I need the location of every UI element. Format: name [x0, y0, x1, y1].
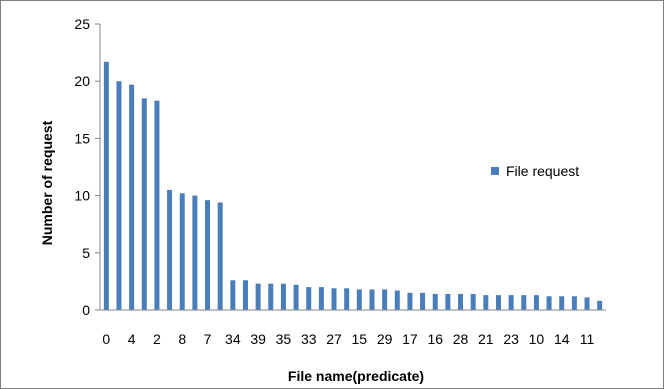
x-tick-label: 17	[402, 331, 418, 347]
bar	[293, 284, 299, 310]
y-axis-ticks: 0 5 10 15 20 25	[74, 16, 100, 318]
bar	[571, 296, 577, 310]
legend-swatch	[491, 167, 499, 175]
x-tick-label: 33	[301, 331, 317, 347]
bar	[432, 293, 438, 310]
bar	[584, 297, 590, 310]
x-tick-label: 14	[554, 331, 570, 347]
bar	[533, 295, 539, 310]
bar	[546, 296, 552, 310]
bar	[394, 290, 400, 310]
bar	[230, 280, 236, 310]
y-tick-label: 5	[82, 245, 90, 261]
x-tick-label: 21	[478, 331, 494, 347]
bar	[458, 293, 464, 310]
bar	[495, 295, 501, 310]
x-tick-label: 16	[427, 331, 443, 347]
bar	[167, 189, 173, 310]
bar	[369, 289, 375, 310]
x-tick-label: 2	[153, 331, 161, 347]
bar-series	[103, 61, 603, 311]
bar	[268, 283, 274, 310]
bar	[217, 202, 223, 310]
bar	[597, 300, 603, 310]
bar	[445, 293, 451, 310]
x-axis-title: File name(predicate)	[288, 368, 424, 384]
bar	[420, 292, 426, 310]
x-tick-label: 8	[178, 331, 186, 347]
x-tick-label: 34	[225, 331, 241, 347]
x-tick-label: 11	[580, 331, 595, 347]
bar	[192, 195, 198, 310]
legend: File request	[491, 163, 579, 179]
bar	[116, 81, 122, 310]
bar	[280, 283, 286, 310]
x-tick-label: 35	[276, 331, 292, 347]
bar	[255, 283, 261, 310]
x-tick-label: 29	[377, 331, 393, 347]
x-tick-label: 15	[352, 331, 368, 347]
x-tick-label: 7	[204, 331, 212, 347]
bar	[483, 295, 489, 310]
y-tick-label: 0	[82, 302, 90, 318]
bar	[521, 295, 527, 310]
bar	[356, 289, 362, 310]
bar	[318, 287, 324, 310]
y-tick-label: 25	[74, 16, 90, 32]
bar	[129, 84, 135, 310]
x-tick-label: 27	[326, 331, 342, 347]
bar	[103, 61, 109, 310]
x-tick-label: 28	[453, 331, 469, 347]
legend-label: File request	[506, 163, 579, 179]
bar	[306, 287, 312, 310]
bar	[470, 293, 476, 310]
bar	[344, 288, 350, 310]
x-tick-label: 23	[503, 331, 519, 347]
y-tick-label: 15	[74, 130, 90, 146]
x-tick-label: 39	[250, 331, 266, 347]
y-tick-label: 10	[74, 188, 90, 204]
bar	[242, 280, 248, 310]
bar	[331, 288, 337, 310]
y-tick-label: 20	[74, 73, 90, 89]
bar	[205, 200, 211, 310]
y-axis-title: Number of request	[39, 120, 55, 245]
bar	[559, 296, 565, 310]
bar	[407, 292, 413, 310]
bar	[508, 295, 514, 310]
x-tick-label: 10	[529, 331, 545, 347]
bar	[179, 193, 185, 310]
bar	[382, 289, 388, 310]
bar	[141, 98, 147, 310]
x-tick-label: 0	[102, 331, 110, 347]
bar	[154, 100, 160, 311]
x-axis-ticks: 0 4 2 8 7 34 39 35 33 27 15 29 17 16 28 21 23 10 14 11	[102, 331, 594, 347]
x-tick-label: 4	[128, 331, 136, 347]
